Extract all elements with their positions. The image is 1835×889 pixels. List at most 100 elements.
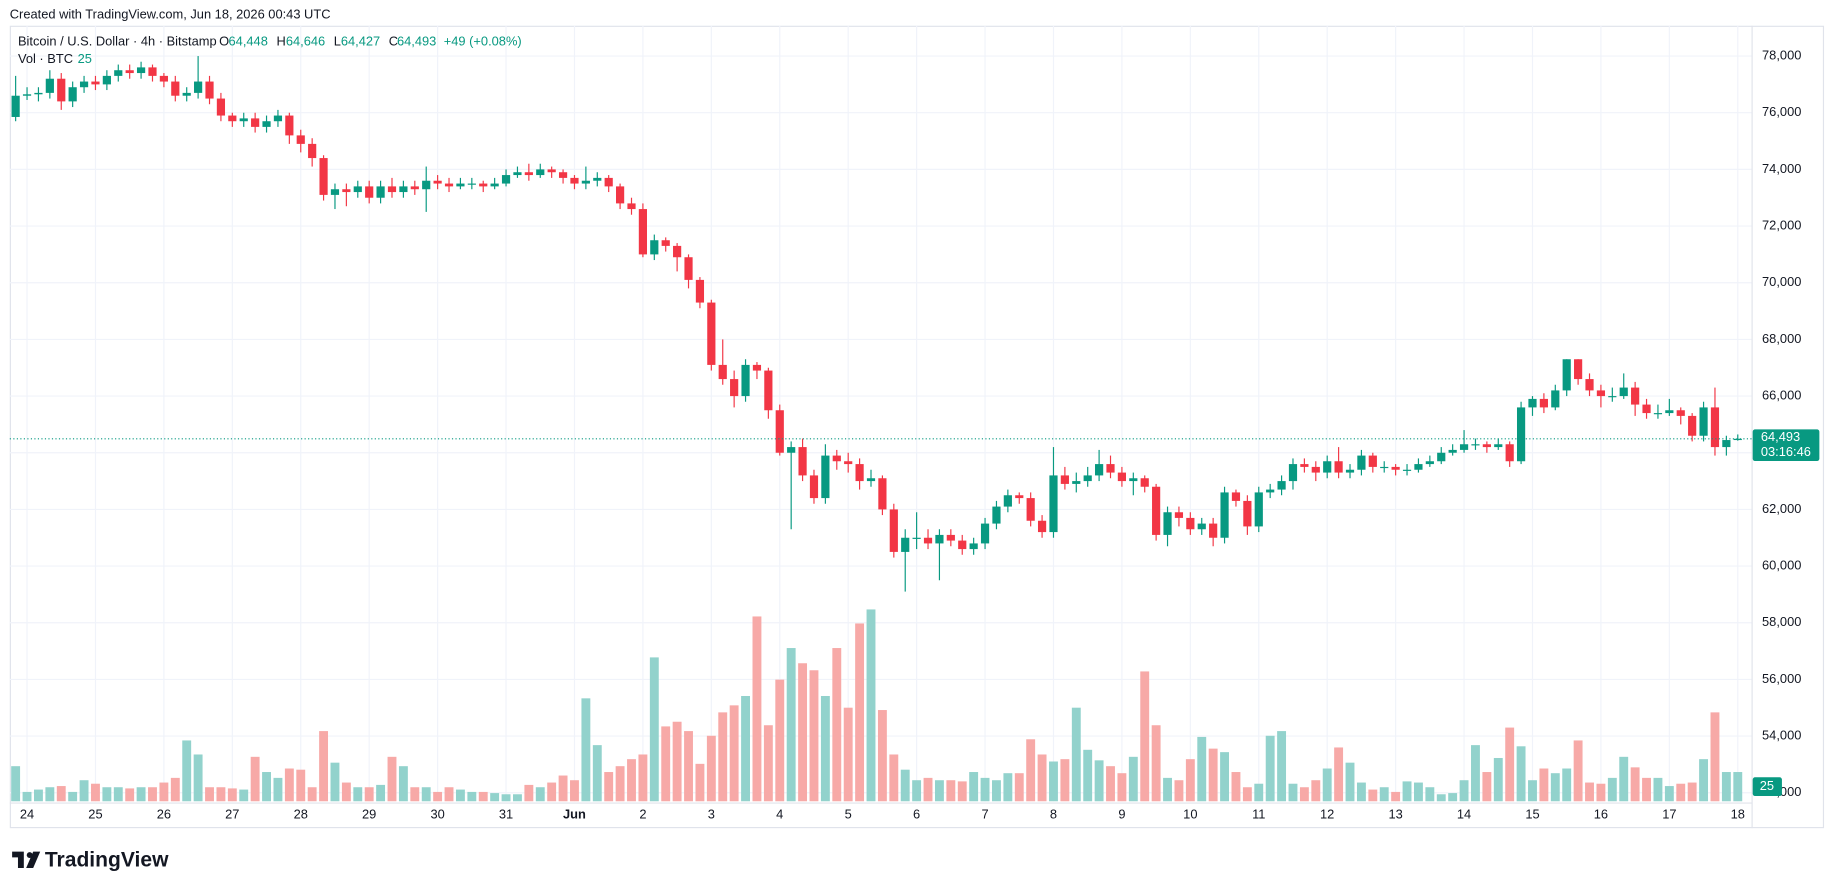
candle-body — [1448, 449, 1457, 453]
volume-bar — [1083, 749, 1093, 802]
volume-bar — [490, 793, 500, 802]
x-tick-label: 8 — [1050, 807, 1057, 822]
candle-body — [1117, 472, 1127, 482]
y-tick-label: 78,000 — [1762, 47, 1801, 62]
candle-body — [205, 81, 214, 99]
volume-bar — [775, 679, 785, 802]
symbol-title: Bitcoin / U.S. Dollar · 4h · Bitstamp — [18, 34, 217, 49]
volume-bar — [912, 780, 922, 802]
candle-body — [992, 506, 1001, 524]
candle-body — [399, 186, 408, 193]
volume-bar — [398, 766, 408, 802]
candle-body — [1733, 438, 1742, 441]
volume-bar — [1710, 712, 1720, 802]
candle-body — [45, 78, 54, 93]
candle-body — [1653, 413, 1663, 415]
x-tick-label: 17 — [1662, 807, 1676, 822]
volume-bar — [638, 754, 648, 802]
volume-bar — [855, 623, 865, 802]
x-tick-label: 25 — [88, 807, 102, 822]
candle-body — [844, 461, 853, 465]
volume-bar — [832, 648, 842, 802]
candle-body — [262, 121, 271, 127]
volume-bar — [1687, 782, 1697, 802]
candle-body — [91, 81, 100, 85]
candle-body — [684, 257, 693, 280]
candle-body — [1152, 486, 1161, 535]
candle-body — [536, 169, 545, 176]
candle-body — [1334, 461, 1343, 473]
volume-bar — [1140, 671, 1150, 802]
volume-bar — [706, 735, 716, 802]
x-tick-label: 6 — [913, 807, 920, 822]
volume-bar — [296, 769, 306, 802]
volume-bar — [1345, 762, 1355, 802]
y-tick-label: 58,000 — [1762, 614, 1801, 629]
volume-bar — [570, 780, 579, 802]
candle-body — [1174, 512, 1184, 518]
volume-bar — [969, 772, 979, 802]
volume-bar — [1242, 787, 1252, 802]
countdown: 03:16:46 — [1761, 444, 1811, 459]
candle-body — [855, 464, 864, 482]
candle-body — [1619, 387, 1628, 397]
volume-bar — [56, 786, 66, 802]
volume-bar — [33, 789, 43, 802]
volume-bar — [1528, 780, 1537, 802]
candle-body — [1220, 492, 1229, 538]
x-tick-label: 18 — [1731, 807, 1745, 822]
candle-body — [593, 177, 602, 181]
candle-body — [22, 94, 32, 96]
volume-bar — [501, 794, 511, 802]
volume-bar — [170, 777, 180, 802]
y-tick-label: 72,000 — [1762, 217, 1801, 232]
volume-bar — [205, 787, 214, 802]
volume-bar — [262, 772, 271, 802]
y-tick-label: 66,000 — [1762, 387, 1801, 402]
candle-body — [353, 186, 362, 193]
footer-brand: TradingView — [45, 848, 169, 871]
candle-body — [125, 70, 134, 74]
volume-bar — [1471, 745, 1480, 802]
volume-bar — [1493, 757, 1503, 802]
candle-body — [1209, 523, 1218, 538]
candle-body — [661, 240, 670, 246]
candle-body — [980, 523, 990, 544]
x-tick-label: 13 — [1388, 807, 1402, 822]
candle-body — [330, 189, 340, 195]
candle-body — [650, 240, 659, 255]
volume-bar — [376, 784, 386, 802]
volume-bar — [1413, 782, 1423, 802]
candle-body — [444, 183, 454, 187]
volume-bar — [1049, 761, 1058, 802]
volume-bar — [1356, 782, 1366, 802]
volume-bar — [79, 780, 89, 802]
volume-bar — [1334, 747, 1344, 802]
price-box — [1752, 429, 1820, 462]
volume-bar — [307, 787, 317, 802]
candle-body — [159, 75, 168, 82]
candle-body — [1574, 359, 1583, 380]
candle-body — [1197, 523, 1206, 530]
candle-body — [809, 475, 819, 499]
volume-bar — [1128, 756, 1138, 802]
volume-bar — [68, 791, 78, 802]
volume-bar — [421, 787, 431, 802]
x-tick-label: 3 — [708, 807, 715, 822]
candle-body — [501, 175, 511, 184]
volume-bar — [672, 721, 682, 802]
candle-body — [1231, 492, 1241, 501]
candle-body — [433, 180, 442, 184]
candle-body — [935, 534, 944, 544]
ohlc-value: 64,448 — [229, 34, 268, 49]
x-tick-label: 7 — [981, 807, 988, 822]
volume-bar — [592, 745, 602, 802]
candle-body — [1437, 452, 1446, 462]
candle-body — [1037, 520, 1047, 533]
volume-bar — [341, 782, 351, 802]
candle-body — [1425, 461, 1434, 465]
volume-bar — [319, 731, 329, 802]
logo-mark — [12, 851, 41, 868]
volume-bar — [741, 695, 750, 802]
y-tick-label: 62,000 — [1762, 501, 1801, 516]
